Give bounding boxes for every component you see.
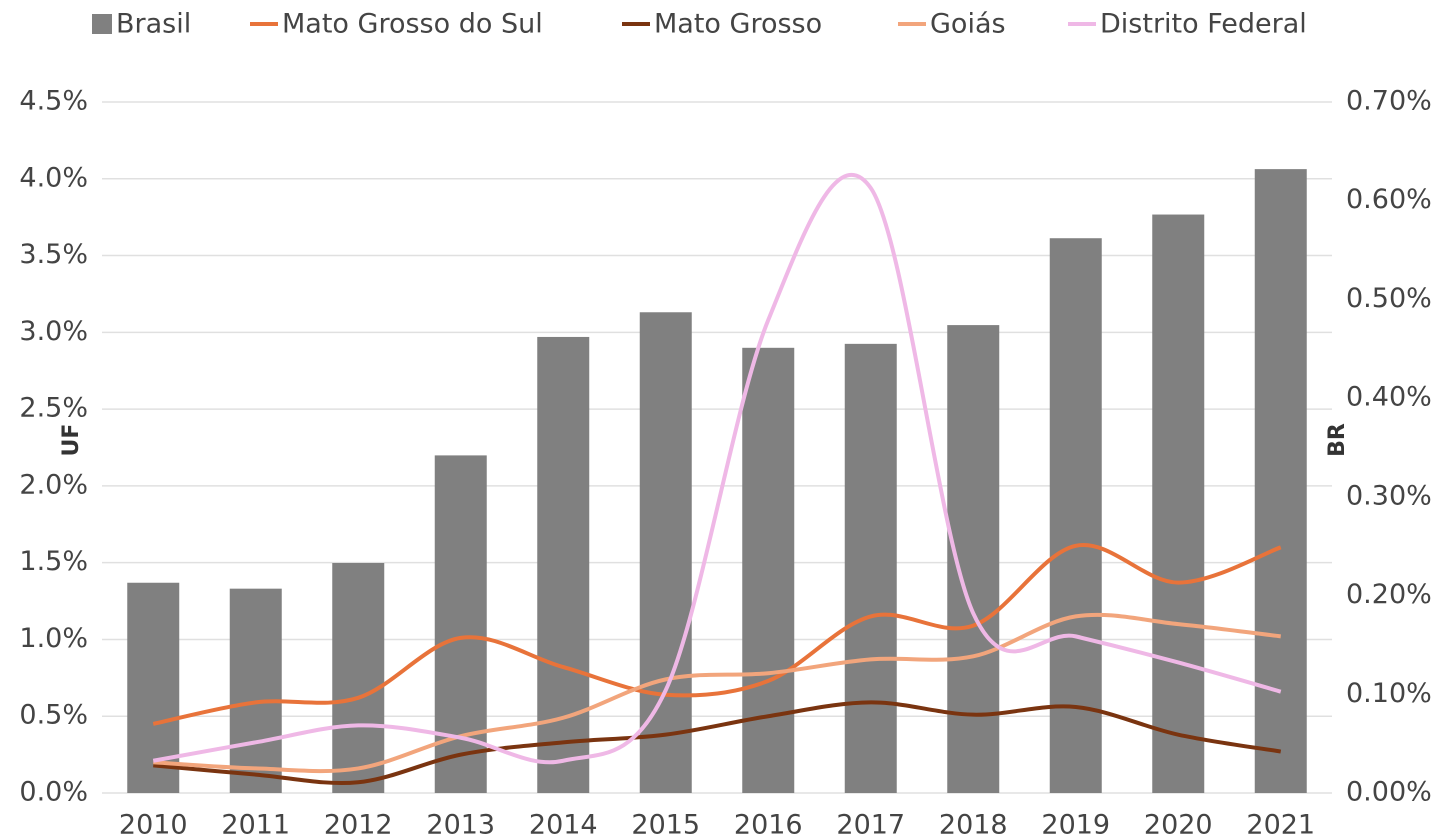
bar (127, 582, 180, 793)
y2-tick-label: 0.50% (1346, 283, 1432, 314)
y-tick-label: 4.0% (19, 162, 88, 193)
y2-tick-label: 0.30% (1346, 480, 1432, 511)
y-tick-label: 2.0% (19, 469, 88, 500)
line (153, 700, 1282, 786)
x-tick-label: 2017 (836, 810, 905, 840)
bar (229, 588, 282, 793)
x-tick-label: 2021 (1246, 810, 1315, 840)
line (152, 542, 1282, 726)
y2-tick-label: 0.70% (1346, 86, 1432, 117)
y2-tick-label: 0.40% (1346, 382, 1432, 413)
y-tick-label: 0.0% (19, 777, 88, 808)
legend-label: Mato Grosso do Sul (282, 9, 543, 40)
x-tick-label: 2014 (529, 810, 598, 840)
y2-tick-label: 0.10% (1346, 678, 1432, 709)
line (153, 612, 1281, 774)
x-tick-label: 2013 (426, 810, 495, 840)
y2-axis-title: BR (1325, 423, 1350, 457)
y2-tick-label: 0.20% (1346, 579, 1432, 610)
x-tick-label: 2012 (324, 810, 393, 840)
y-tick-label: 0.5% (19, 700, 88, 731)
legend-label: Brasil (116, 9, 191, 40)
y-tick-label: 1.5% (19, 546, 88, 577)
legend-label: Goiás (930, 9, 1006, 40)
y-tick-label: 4.5% (19, 86, 88, 117)
bar (332, 562, 385, 793)
bar (1049, 238, 1102, 793)
legend-swatch (92, 14, 112, 34)
bar (742, 347, 795, 793)
bar (1152, 214, 1205, 793)
y-tick-label: 2.5% (19, 393, 88, 424)
x-tick-label: 2020 (1144, 810, 1213, 840)
y-tick-label: 3.0% (19, 316, 88, 347)
x-tick-label: 2015 (631, 810, 700, 840)
bar (844, 343, 897, 793)
y-axis-title: UF (59, 424, 84, 457)
x-tick-label: 2010 (119, 810, 188, 840)
x-tick-label: 2016 (734, 810, 803, 840)
bar (1254, 169, 1307, 793)
y-tick-label: 1.0% (19, 623, 88, 654)
bar (639, 312, 692, 793)
legend-label: Mato Grosso (654, 9, 822, 40)
x-tick-label: 2011 (221, 810, 290, 840)
legend-label: Distrito Federal (1100, 9, 1307, 40)
y2-tick-label: 0.60% (1346, 184, 1432, 215)
bar (537, 336, 590, 793)
y2-tick-label: 0.00% (1346, 777, 1432, 808)
y-tick-label: 3.5% (19, 239, 88, 270)
x-tick-label: 2018 (939, 810, 1008, 840)
x-tick-label: 2019 (1041, 810, 1110, 840)
line (152, 172, 1282, 765)
